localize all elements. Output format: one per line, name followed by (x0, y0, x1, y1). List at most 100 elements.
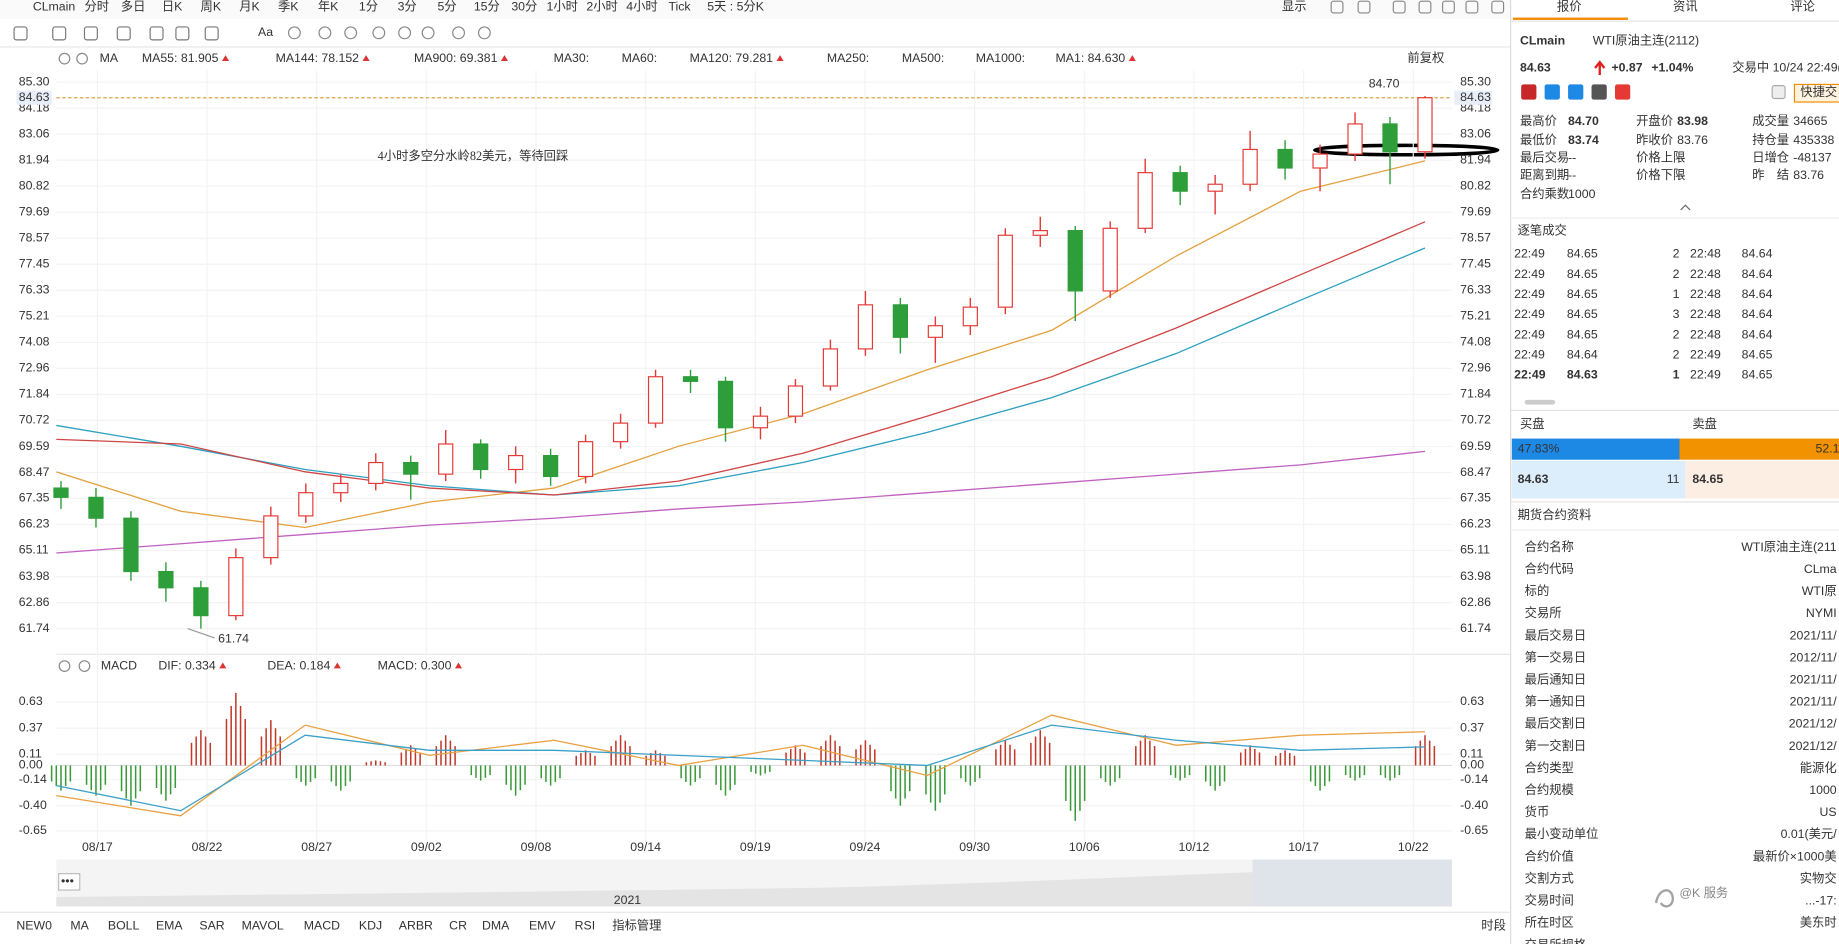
period-tab[interactable]: 季K (278, 0, 299, 13)
y-tick-label: 69.59 (19, 439, 50, 453)
ma-line (56, 450, 1426, 554)
period-tab[interactable]: 4小时 (626, 0, 657, 13)
buy-pct: 47.83% (1518, 441, 1560, 455)
candle-body (1032, 230, 1048, 236)
indicator-tab[interactable]: KDJ (359, 919, 382, 933)
indicator-tab[interactable]: MACD (304, 919, 340, 933)
x-tick-label: 08/17 (82, 840, 113, 854)
tick-qty: 2 (1673, 348, 1680, 362)
indicator-tab[interactable]: BOLL (108, 919, 140, 933)
stat-label: 最高价 (1520, 113, 1557, 128)
y-tick-label: 78.57 (1460, 231, 1491, 245)
period-tab[interactable]: 1分 (359, 0, 378, 13)
indicator-tab[interactable]: SAR (199, 919, 224, 933)
period-tab[interactable]: 5天 : 5分K (707, 0, 765, 13)
info-label: 第一交割日 (1525, 738, 1587, 753)
indicator-tab[interactable]: MAVOL (242, 919, 284, 933)
badge-icon[interactable] (1568, 84, 1584, 100)
draw-icon[interactable] (452, 26, 466, 40)
toolbar-icon[interactable] (1491, 0, 1505, 14)
period-tab[interactable]: 分时 (84, 0, 109, 13)
period-settings[interactable]: 时段 (1481, 918, 1506, 933)
toolbar-icon[interactable] (1465, 0, 1479, 14)
draw-icon[interactable] (318, 26, 332, 40)
indicator-tab[interactable]: EMA (156, 919, 183, 933)
close-icon[interactable] (76, 52, 88, 65)
draw-icon[interactable] (52, 26, 67, 41)
font-button[interactable]: Aa (258, 25, 273, 39)
period-tab[interactable]: 3分 (398, 0, 417, 13)
period-tab[interactable]: Tick (669, 0, 692, 13)
tick-time: 22:48 (1690, 267, 1721, 281)
toolbar-icon[interactable] (1357, 0, 1371, 14)
draw-icon[interactable] (83, 26, 98, 41)
draw-icon[interactable] (421, 26, 435, 40)
badge-icon[interactable] (1521, 84, 1537, 100)
close-icon[interactable] (78, 660, 91, 672)
badge-icon[interactable] (1614, 84, 1631, 100)
draw-icon[interactable] (398, 26, 412, 40)
display-menu[interactable]: 显示 (1282, 0, 1307, 13)
toolbar-icon[interactable] (1441, 0, 1455, 14)
up-arrow (1594, 60, 1606, 76)
quick-trade[interactable]: 快捷交 (1800, 84, 1837, 99)
toolbar-icon[interactable] (1330, 0, 1344, 14)
badge-icon[interactable] (1591, 84, 1607, 100)
indicator-tab[interactable]: EMV (529, 919, 556, 933)
symbol: CLmain (33, 0, 76, 13)
indicator-tab[interactable]: 指标管理 (612, 918, 661, 933)
toolbar-icon[interactable] (1392, 0, 1406, 14)
draw-icon[interactable] (149, 26, 164, 41)
scroll-thumb[interactable] (1524, 399, 1556, 405)
last-price-label: 84.63 (19, 90, 50, 104)
stat-value: 1000 (1568, 187, 1596, 201)
indicator-name[interactable]: MA (100, 51, 119, 65)
info-value: CLma (1804, 562, 1837, 576)
period-tab[interactable]: 多日 (121, 0, 146, 13)
draw-icon[interactable] (477, 26, 491, 40)
period-tab[interactable]: 1小时 (547, 0, 578, 13)
period-tab[interactable]: 15分 (474, 0, 500, 13)
bell-icon[interactable] (1771, 85, 1786, 100)
indicator-tab[interactable]: NEW0 (16, 919, 52, 933)
adjust-mode[interactable]: 前复权 (1407, 50, 1444, 65)
quick-trade-button[interactable] (1793, 83, 1839, 103)
panel-tab[interactable]: 资讯 (1673, 0, 1698, 13)
draw-icon[interactable] (344, 26, 358, 40)
badge-icon[interactable] (1544, 84, 1560, 100)
period-tab[interactable]: 周K (201, 0, 222, 13)
draw-icon[interactable] (116, 26, 131, 41)
period-tab[interactable]: 年K (318, 0, 339, 13)
settings-icon[interactable] (58, 52, 71, 65)
stat-value: 84.70 (1568, 114, 1599, 128)
navigator-button[interactable] (58, 873, 81, 891)
indicator-tab[interactable]: DMA (482, 919, 510, 933)
collapse-chevron[interactable] (1680, 204, 1691, 211)
draw-icon[interactable] (287, 26, 301, 40)
draw-icon[interactable] (204, 26, 219, 41)
period-tab[interactable]: 日K (162, 0, 183, 13)
candle-body (612, 422, 629, 443)
period-tab[interactable]: 月K (239, 0, 260, 13)
stat-label: 最后交易 (1520, 150, 1569, 165)
indicator-name[interactable]: MACD (101, 658, 137, 672)
indicator-tab[interactable]: CR (449, 919, 467, 933)
top-toolbar (0, 0, 1511, 19)
indicator-tab[interactable]: ARBR (399, 919, 433, 933)
info-value: WTI原油主连(211 (1741, 539, 1837, 554)
period-tab[interactable]: 30分 (511, 0, 537, 13)
period-tab[interactable]: 5分 (437, 0, 456, 13)
navigator-window[interactable] (1252, 859, 1452, 907)
draw-icon[interactable] (13, 26, 28, 41)
draw-icon[interactable] (372, 26, 386, 40)
toolbar-icon[interactable] (1418, 0, 1432, 14)
panel-tab[interactable]: 评论 (1790, 0, 1815, 13)
panel-tab[interactable]: 报价 (1557, 0, 1582, 13)
settings-icon[interactable] (58, 660, 71, 672)
indicator-tab[interactable]: MA (70, 919, 89, 933)
period-tab[interactable]: 2小时 (586, 0, 617, 13)
draw-icon[interactable] (175, 26, 190, 41)
y-tick-label: 74.08 (19, 335, 50, 349)
indicator-tab[interactable]: RSI (575, 919, 596, 933)
legend-arrow (362, 55, 370, 61)
